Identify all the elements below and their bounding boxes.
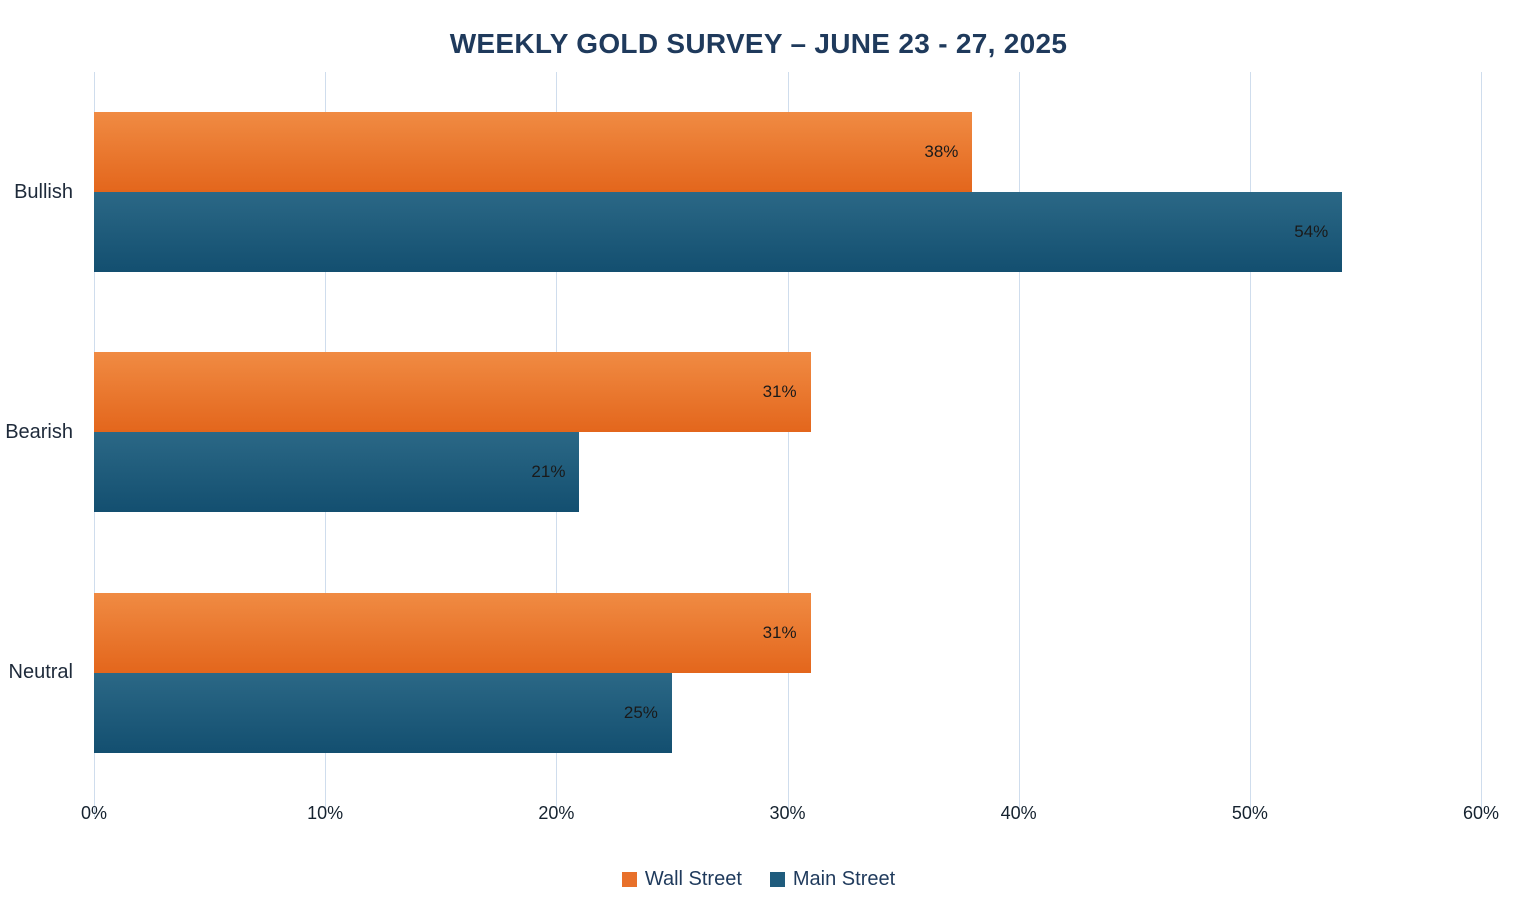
bar-group-bearish: 31% 21% xyxy=(94,312,1481,552)
bar-value-label: 31% xyxy=(762,382,797,402)
x-tick-label-30: 30% xyxy=(769,803,806,823)
legend-label-main-street: Main Street xyxy=(792,868,896,890)
x-tick-label-50: 50% xyxy=(1231,803,1268,823)
category-label-bearish: Bearish xyxy=(5,420,73,443)
bar-wall-street-neutral: 31% xyxy=(94,592,811,673)
legend-item-wall-street: Wall Street xyxy=(621,868,742,891)
bar-group-neutral: 31% 25% xyxy=(94,553,1481,793)
legend: Wall Street Main Street xyxy=(0,868,1517,891)
plot-area: 38% 54% 31% 21% 31% 25% xyxy=(94,72,1482,817)
gridline xyxy=(1018,72,1020,817)
bar-value-label: 38% xyxy=(924,142,959,162)
x-tick-label-20: 20% xyxy=(538,803,575,823)
legend-item-main-street: Main Street xyxy=(769,868,896,891)
bar-wall-street-bullish: 38% xyxy=(94,112,973,193)
y-axis-labels: Bullish Bearish Neutral xyxy=(0,72,94,793)
x-tick-label-0: 0% xyxy=(80,803,108,823)
bar-value-label: 31% xyxy=(762,622,797,642)
x-tick-label-60: 60% xyxy=(1462,803,1500,823)
x-tick-label-40: 40% xyxy=(1000,803,1037,823)
gridline xyxy=(1481,72,1482,817)
bar-main-street-bullish: 54% xyxy=(94,192,1343,273)
bar-value-label: 54% xyxy=(1294,222,1329,242)
bar-main-street-neutral: 25% xyxy=(94,672,672,753)
category-label-neutral: Neutral xyxy=(8,661,73,684)
bar-wall-street-bearish: 31% xyxy=(94,352,811,433)
gridline xyxy=(787,72,789,817)
legend-swatch-wall-street xyxy=(621,872,637,887)
gridline xyxy=(1249,72,1251,817)
category-label-bullish: Bullish xyxy=(14,180,73,203)
bar-main-street-bearish: 21% xyxy=(94,432,580,513)
chart-area: Bullish Bearish Neutral 38% 54% 31% 21% 31% 25%… xyxy=(0,72,1517,823)
x-tick-label-10: 10% xyxy=(307,803,344,823)
chart-title: WEEKLY GOLD SURVEY – JUNE 23 - 27, 2025 xyxy=(449,28,1068,59)
bar-value-label: 25% xyxy=(623,702,658,722)
bar-groups: 38% 54% 31% 21% 31% 25% xyxy=(94,72,1481,793)
bar-group-bullish: 38% 54% xyxy=(94,72,1481,312)
plot-wrap: 38% 54% 31% 21% 31% 25% 0% 10% 20% 30% 40% 50% 60% xyxy=(81,72,1499,823)
legend-label-wall-street: Wall Street xyxy=(644,868,742,890)
legend-swatch-main-street xyxy=(769,872,785,887)
bar-value-label: 21% xyxy=(531,462,566,482)
x-axis: 0% 10% 20% 30% 40% 50% 60% xyxy=(81,793,1499,823)
